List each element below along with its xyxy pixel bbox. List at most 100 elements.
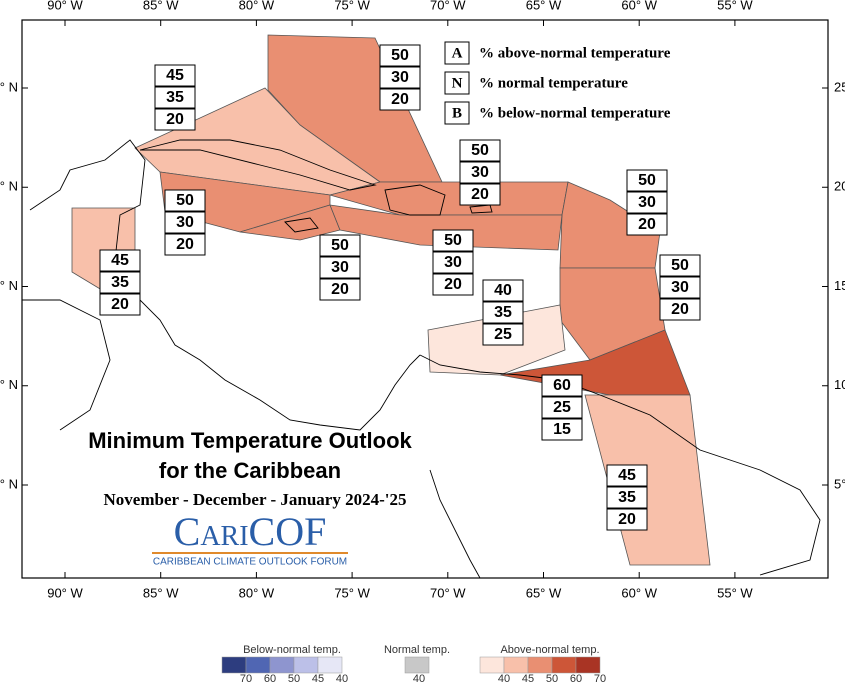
probability-box [482,279,524,302]
lat-label: 15° N [834,278,845,293]
outlook-region [329,204,563,251]
probability-box [541,374,583,397]
legend-value: 45 [522,673,534,684]
probability-box [379,88,421,111]
probability-value: 60 [553,377,571,394]
key: A % above-normal temperature N % normal … [444,41,671,125]
legend-value: 60 [570,673,582,684]
probability-box [626,213,668,236]
lat-label: 10° N [834,377,845,392]
probability-box [154,86,196,109]
probability-value: 30 [176,214,194,231]
legend-value: 70 [240,673,252,684]
probability-value: 20 [471,186,489,203]
probability-box [459,183,501,206]
probability-value: 50 [331,237,349,254]
probability-value: 35 [111,274,129,291]
probability-box [541,396,583,419]
lat-label: 25° N [0,79,18,94]
legend-label: Below-normal temp. [243,644,341,656]
lon-label: 80° W [239,0,275,12]
legend-swatch [269,656,295,674]
legend-swatch [245,656,271,674]
probability-box [154,108,196,131]
lat-label: 20° N [834,179,845,194]
probability-value: 20 [391,91,409,108]
key-box [444,41,470,65]
lon-label: 60° W [621,0,657,12]
probability-value: 20 [166,111,184,128]
probability-box [459,161,501,184]
lon-label: 75° W [334,0,370,12]
graticule: 90° W 90° W 85° W 85° W 80° W 80° W 75° W 75° W… [0,0,845,600]
key-text: % below-normal temperature [479,105,671,121]
lon-label: 55° W [717,0,753,12]
probability-box [606,486,648,509]
legend-value: 40 [498,673,510,684]
probability-value: 35 [166,89,184,106]
legend-swatch [575,656,601,674]
legend-value: 60 [264,673,276,684]
key-letter: A [452,45,463,61]
legend-value: 50 [288,673,300,684]
lon-label: 60° W [621,585,657,600]
lon-label: 90° W [47,0,83,12]
lon-label: 75° W [334,585,370,600]
probability-value: 20 [638,216,656,233]
probability-value: 45 [111,252,129,269]
probability-box [164,211,206,234]
probability-value: 30 [331,259,349,276]
color-legend: Below-normal temp. 70 60 50 45 40 Normal temp.… [221,644,606,684]
legend-swatch [317,656,343,674]
lon-label: 80° W [239,585,275,600]
probability-value: 20 [111,296,129,313]
probability-box [99,293,141,316]
lat-label: 25° N [834,79,845,94]
lon-label: 55° W [717,585,753,600]
title: for the Caribbean [159,458,341,483]
key-box [444,101,470,125]
legend-label: Above-normal temp. [500,644,599,656]
lat-label: 5° N [0,476,18,491]
legend-value: 70 [594,673,606,684]
probability-value: 15 [553,421,571,438]
probability-box [379,66,421,89]
legend-swatch [404,656,430,674]
lat-label: 15° N [0,278,18,293]
probability-box [482,323,524,346]
lon-label: 70° W [430,0,466,12]
probability-value: 25 [553,399,571,416]
legend-value: 45 [312,673,324,684]
legend-swatch [221,656,247,674]
legend-swatch [503,656,529,674]
coastlines [22,139,821,579]
key-letter: N [452,75,463,91]
lon-label: 65° W [526,0,562,12]
lon-label: 85° W [143,0,179,12]
probability-value: 30 [391,69,409,86]
probability-box [164,189,206,212]
probability-value: 30 [471,164,489,181]
probability-value: 45 [166,67,184,84]
probability-box [659,254,701,277]
lon-label: 70° W [430,585,466,600]
lon-label: 85° W [143,585,179,600]
probability-value: 50 [671,257,689,274]
probability-value: 20 [331,281,349,298]
probability-box [659,298,701,321]
probability-box [459,139,501,162]
legend-value: 40 [413,673,425,684]
key-box [444,71,470,95]
probability-boxes: 50 30 20 45 35 20 50 30 20 50 30 20 50 30 20 50 30 20 50 30… [99,44,701,531]
probability-box [319,278,361,301]
legend-value: 40 [336,673,348,684]
probability-value: 50 [176,192,194,209]
key-text: % normal temperature [479,75,628,91]
lon-label: 90° W [47,585,83,600]
lat-label: 10° N [0,377,18,392]
probability-value: 35 [494,304,512,321]
probability-value: 50 [471,142,489,159]
probability-value: 20 [671,301,689,318]
